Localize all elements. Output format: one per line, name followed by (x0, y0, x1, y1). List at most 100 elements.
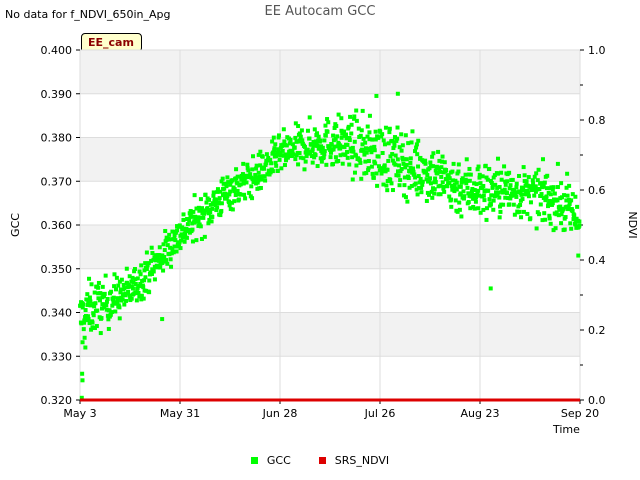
gcc-point (98, 298, 103, 303)
gcc-point (481, 207, 486, 212)
gcc-point (187, 218, 192, 223)
gcc-point (268, 170, 273, 175)
gcc-point (138, 272, 143, 277)
gcc-point (350, 177, 355, 182)
gcc-point (402, 175, 407, 180)
gcc-point (477, 175, 482, 180)
gcc-point (484, 175, 489, 180)
gcc-point (489, 180, 494, 185)
gcc-point (514, 194, 519, 199)
gcc-point (440, 154, 445, 159)
gcc-point (373, 137, 378, 142)
gcc-point (439, 159, 444, 164)
gcc-point (563, 215, 568, 220)
gcc-point (98, 331, 103, 336)
y2-tick-label: 0.8 (588, 114, 606, 127)
gcc-point (115, 299, 120, 304)
gcc-point (464, 181, 469, 186)
gcc-point (182, 239, 187, 244)
gcc-point (292, 145, 297, 150)
gcc-point (466, 191, 471, 196)
gcc-point (450, 183, 455, 188)
x-tick-label: May 3 (63, 407, 96, 420)
gcc-point (114, 275, 119, 280)
gcc-point (315, 164, 320, 169)
gcc-point (380, 132, 385, 137)
gcc-point (488, 202, 493, 207)
gcc-point (117, 316, 122, 321)
gcc-point (382, 163, 387, 168)
gcc-point (165, 261, 170, 266)
gcc-point (392, 135, 397, 140)
gcc-point (535, 178, 540, 183)
gcc-point (459, 180, 464, 185)
gcc-point (329, 142, 334, 147)
gcc-point (202, 210, 207, 215)
gcc-point (130, 286, 135, 291)
gcc-point (447, 180, 452, 185)
gcc-point (214, 208, 219, 213)
gcc-point (417, 180, 422, 185)
gcc-point (567, 183, 572, 188)
gcc-point (359, 176, 364, 181)
gcc-point (551, 185, 556, 190)
gcc-point (382, 142, 387, 147)
gcc-point (405, 199, 410, 204)
gcc-point (168, 257, 173, 262)
gcc-point (293, 157, 298, 162)
gcc-point (238, 192, 243, 197)
gcc-point (521, 186, 526, 191)
gcc-point (223, 191, 228, 196)
y2-tick-label: 0.2 (588, 324, 606, 337)
gcc-point (331, 162, 336, 167)
gcc-point (108, 312, 113, 317)
gcc-point (147, 290, 152, 295)
gcc-point (196, 219, 201, 224)
gcc-point (104, 303, 109, 308)
gcc-point (499, 177, 504, 182)
gcc-point (262, 174, 267, 179)
gcc-point (576, 253, 581, 258)
gcc-point (428, 181, 433, 186)
gcc-point (387, 130, 392, 135)
gcc-point (352, 116, 357, 121)
y2-axis-label: NDVI (626, 211, 639, 238)
gcc-point (207, 197, 212, 202)
gcc-point (414, 145, 419, 150)
gcc-point (481, 193, 486, 198)
gcc-point (323, 123, 328, 128)
gcc-point (476, 164, 481, 169)
gcc-point (312, 127, 317, 132)
gcc-point (168, 245, 173, 250)
gcc-point (139, 297, 144, 302)
gcc-point (293, 135, 298, 140)
gcc-point (181, 217, 186, 222)
gcc-point (189, 210, 194, 215)
no-data-notice: No data for f_NDVI_650in_Apg (5, 8, 171, 21)
gcc-point (146, 261, 151, 266)
gcc-point (167, 237, 172, 242)
gcc-point (228, 189, 233, 194)
gcc-point (433, 180, 438, 185)
gcc-point (132, 267, 137, 272)
gcc-point (144, 288, 149, 293)
gcc-point (203, 192, 208, 197)
gcc-point (258, 185, 263, 190)
plot-band (80, 50, 580, 94)
gcc-point (326, 120, 331, 125)
gcc-point (190, 239, 195, 244)
gcc-point (190, 214, 195, 219)
gcc-point (562, 227, 567, 232)
gcc-point (544, 194, 549, 199)
gcc-point (430, 154, 435, 159)
gcc-point (185, 222, 190, 227)
gcc-point (570, 208, 575, 213)
gcc-point (444, 168, 449, 173)
gcc-point (281, 153, 286, 158)
gcc-point (565, 193, 570, 198)
gcc-point (547, 216, 552, 221)
gcc-point (270, 139, 275, 144)
gcc-point (228, 206, 233, 211)
gcc-point (424, 177, 429, 182)
gcc-point (322, 152, 327, 157)
